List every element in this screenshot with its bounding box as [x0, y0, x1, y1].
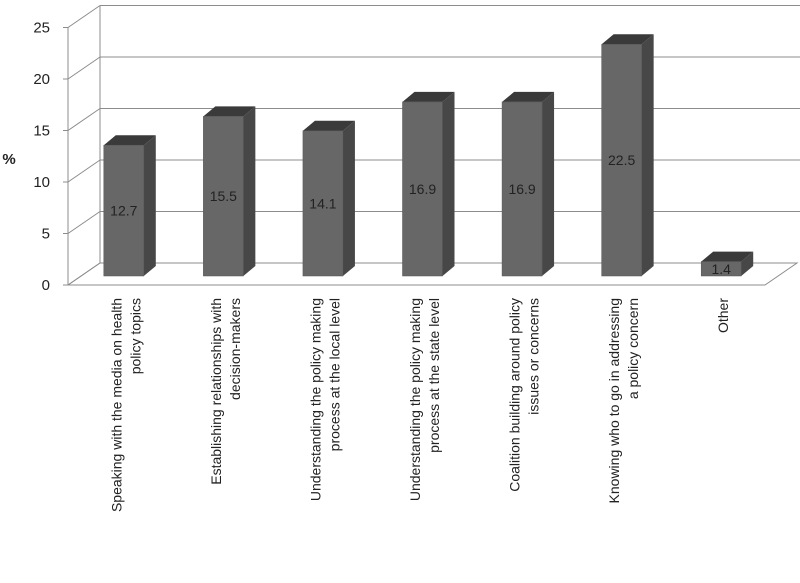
y-axis-label: %: [2, 151, 15, 168]
data-labels: 12.7 15.5 14.1 16.9 16.9 22.5 1.4: [110, 152, 731, 277]
bar-top: [402, 91, 455, 102]
category-label-line: decision-makers: [227, 298, 243, 400]
bar-side: [243, 106, 256, 276]
y-axis: % 0 5 10 15 20 25: [2, 20, 68, 294]
data-label: 16.9: [409, 181, 436, 197]
category-label: Speaking with the media on health policy …: [108, 298, 143, 512]
gridline-diagonal: [67, 108, 101, 131]
chart-floor: [66, 262, 799, 286]
category-label-line: Understanding the policy making: [407, 298, 423, 501]
gridline-diagonal: [67, 56, 101, 80]
category-label: Coalition building around policy issues o…: [507, 298, 542, 492]
bar: [103, 144, 145, 277]
bar: [402, 101, 443, 277]
category-label-line: Understanding the policy making: [307, 298, 323, 501]
bar-side: [741, 251, 754, 276]
category-label-line: Knowing who to go in addressing: [606, 298, 622, 503]
bar-side: [641, 34, 654, 276]
category-label-line: Speaking with the media on health: [108, 298, 124, 512]
bar: [700, 261, 742, 277]
category-label-line: Other: [715, 298, 731, 333]
gridline-diagonal: [67, 5, 101, 28]
bar-side: [442, 91, 455, 277]
data-label: 14.1: [309, 195, 336, 211]
bar-top: [103, 135, 156, 146]
y-tick-label: 0: [42, 277, 50, 294]
bar: [203, 116, 244, 277]
bars: [103, 34, 754, 277]
data-label: 22.5: [608, 152, 635, 168]
y-tick-label: 25: [33, 20, 50, 37]
data-label: 12.7: [110, 203, 137, 219]
data-label: 1.4: [711, 261, 731, 277]
bar-side: [143, 135, 156, 276]
gridline-diagonal: [67, 159, 101, 183]
bar-side: [542, 91, 555, 277]
y-tick-label: 15: [33, 123, 50, 140]
category-label-line: process at the local level: [326, 298, 342, 451]
category-label-line: Establishing relationships with: [208, 298, 224, 485]
category-label-line: policy topics: [127, 298, 143, 374]
bar-top: [302, 120, 355, 131]
bar-top: [203, 106, 256, 117]
category-label: Understanding the policy making process a…: [407, 298, 442, 501]
gridline-diagonal: [67, 211, 101, 234]
data-label: 16.9: [508, 181, 535, 197]
category-label-line: process at the state level: [426, 298, 442, 453]
y-tick-label: 5: [42, 226, 50, 243]
category-labels: Speaking with the media on health policy …: [108, 298, 731, 512]
category-label-line: Coalition building around policy: [507, 298, 523, 492]
y-tick-label: 10: [33, 174, 50, 191]
bar-side: [342, 120, 355, 277]
category-label: Establishing relationships with decision-…: [208, 298, 243, 485]
category-label: Understanding the policy making process a…: [307, 298, 342, 501]
data-label: 15.5: [210, 188, 237, 204]
bar: [501, 101, 543, 277]
category-label: Other: [715, 298, 731, 333]
category-label-line: issues or concerns: [526, 298, 542, 415]
bar: [302, 130, 344, 277]
category-label-line: a policy concern: [625, 298, 641, 399]
bar: [601, 44, 642, 277]
bar-top: [701, 251, 754, 262]
bar-top: [502, 91, 555, 102]
y-tick-label: 20: [33, 71, 50, 88]
bar-top: [601, 34, 654, 45]
category-label: Knowing who to go in addressing a policy …: [606, 298, 641, 503]
